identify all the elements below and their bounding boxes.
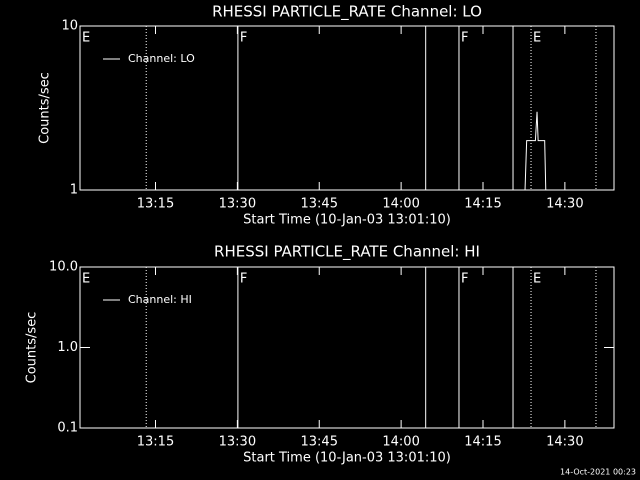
flag-label: E bbox=[533, 31, 541, 46]
flag-label: E bbox=[82, 31, 90, 46]
plot-frame bbox=[79, 266, 615, 429]
x-tick-label: 13:30 bbox=[219, 197, 256, 212]
flag-label: F bbox=[240, 31, 247, 46]
y-axis-label: Counts/sec bbox=[38, 72, 53, 144]
y-tick-label: 0.1 bbox=[57, 421, 78, 436]
x-tick-label: 14:00 bbox=[382, 197, 419, 212]
data-line bbox=[524, 111, 547, 191]
flag-label: F bbox=[461, 31, 468, 46]
x-axis-label: Start Time (10-Jan-03 13:01:10) bbox=[243, 213, 451, 228]
x-tick-label: 13:15 bbox=[137, 435, 174, 450]
x-tick-label: 13:45 bbox=[301, 197, 338, 212]
timestamp: 14-Oct-2021 00:23 bbox=[560, 468, 636, 477]
y-tick-label: 1 bbox=[70, 183, 78, 198]
flag-label: F bbox=[240, 272, 247, 287]
chart-title: RHESSI PARTICLE_RATE Channel: LO bbox=[212, 3, 482, 22]
x-tick-label: 14:15 bbox=[464, 197, 501, 212]
x-tick-label: 14:15 bbox=[464, 435, 501, 450]
flag-label: F bbox=[461, 272, 468, 287]
chart-title: RHESSI PARTICLE_RATE Channel: HI bbox=[214, 243, 480, 262]
x-axis-label: Start Time (10-Jan-03 13:01:10) bbox=[243, 451, 451, 466]
legend-label: Channel: LO bbox=[128, 52, 195, 65]
x-tick-label: 14:00 bbox=[382, 435, 419, 450]
x-tick-label: 14:30 bbox=[546, 435, 583, 450]
y-tick-label: 1.0 bbox=[57, 340, 78, 355]
y-axis-label: Counts/sec bbox=[25, 312, 40, 384]
x-tick-label: 14:30 bbox=[546, 197, 583, 212]
y-tick-label: 10 bbox=[61, 19, 78, 34]
y-tick-label: 10.0 bbox=[49, 260, 78, 275]
flag-label: E bbox=[533, 272, 541, 287]
legend-label: Channel: HI bbox=[128, 293, 192, 306]
x-tick-label: 13:45 bbox=[301, 435, 338, 450]
x-tick-label: 13:15 bbox=[137, 197, 174, 212]
flag-label: E bbox=[82, 272, 90, 287]
plot-frame bbox=[79, 25, 615, 191]
x-tick-label: 13:30 bbox=[219, 435, 256, 450]
